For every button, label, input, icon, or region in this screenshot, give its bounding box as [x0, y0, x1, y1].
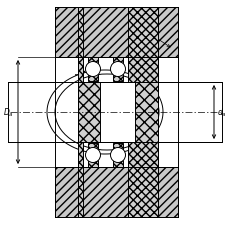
Text: $R$: $R$ [72, 72, 79, 83]
Bar [78, 142, 157, 167]
Bar [88, 144, 98, 151]
Bar [88, 74, 98, 81]
Bar [112, 58, 123, 65]
Bar [88, 58, 98, 65]
Text: $d_a$: $d_a$ [216, 106, 226, 119]
Bar [128, 8, 157, 83]
Bar [112, 160, 123, 167]
Circle shape [85, 62, 100, 77]
Circle shape [110, 148, 125, 163]
Bar [128, 142, 157, 217]
Circle shape [85, 148, 100, 163]
Text: $D_a$: $D_a$ [3, 106, 14, 119]
Text: $A$: $A$ [142, 128, 149, 139]
Bar [55, 8, 177, 58]
Bar [157, 8, 177, 58]
Bar [55, 167, 78, 217]
Bar [78, 58, 157, 83]
Text: $r_a$: $r_a$ [151, 30, 159, 42]
Bar [78, 83, 100, 142]
Text: $r_{a1}$: $r_{a1}$ [147, 79, 159, 90]
Bar [55, 8, 78, 58]
Bar [112, 144, 123, 151]
Polygon shape [8, 83, 221, 142]
Bar [78, 8, 83, 83]
Bar [112, 74, 123, 81]
Bar [134, 58, 157, 167]
Bar [55, 167, 177, 217]
Bar [157, 167, 177, 217]
Bar [78, 142, 83, 217]
Circle shape [110, 62, 125, 77]
Polygon shape [47, 71, 162, 154]
Bar [88, 160, 98, 167]
